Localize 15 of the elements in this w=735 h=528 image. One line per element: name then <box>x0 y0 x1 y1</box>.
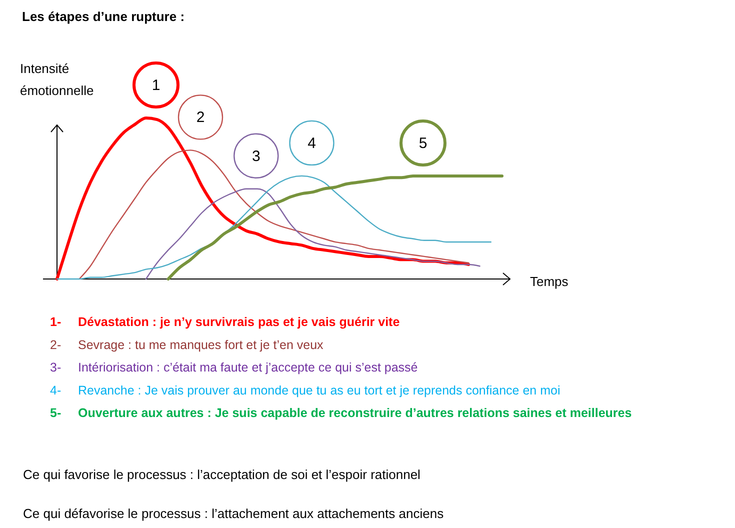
text: 5- Ouverture aux autres : Je suis capable de reconstruire d’autres relations saines et meilleures <box>50 406 632 420</box>
text: 2- Sevrage : tu me manques fort et je t’en veux <box>50 338 324 352</box>
series-label: 2 <box>196 108 205 126</box>
text: 1- Dévastation : je n’y survivrais pas et je vais guérir vite <box>50 315 400 329</box>
text: Ce qui défavorise le processus : l’attachement aux attachements anciens <box>23 506 444 520</box>
series-label: 3 <box>252 147 260 164</box>
series-label: 4 <box>308 134 316 152</box>
series-label: 5 <box>418 134 428 152</box>
text: 4- Revanche : Je vais prouver au monde que tu as eu tort et je reprends confiance en moi <box>50 383 560 398</box>
series-label: 1 <box>152 76 160 94</box>
text: 3- Intériorisation : c’était ma faute et j’accepte ce qui s’est passé <box>50 360 418 375</box>
chart-title: Les étapes d’une rupture : <box>22 9 185 24</box>
text: Ce qui favorise le processus : l’acceptation de soi et l’espoir rationnel <box>23 466 421 482</box>
x-axis-title: Temps <box>530 274 569 288</box>
y-axis-title: Intensité émotionnelle <box>20 60 94 98</box>
